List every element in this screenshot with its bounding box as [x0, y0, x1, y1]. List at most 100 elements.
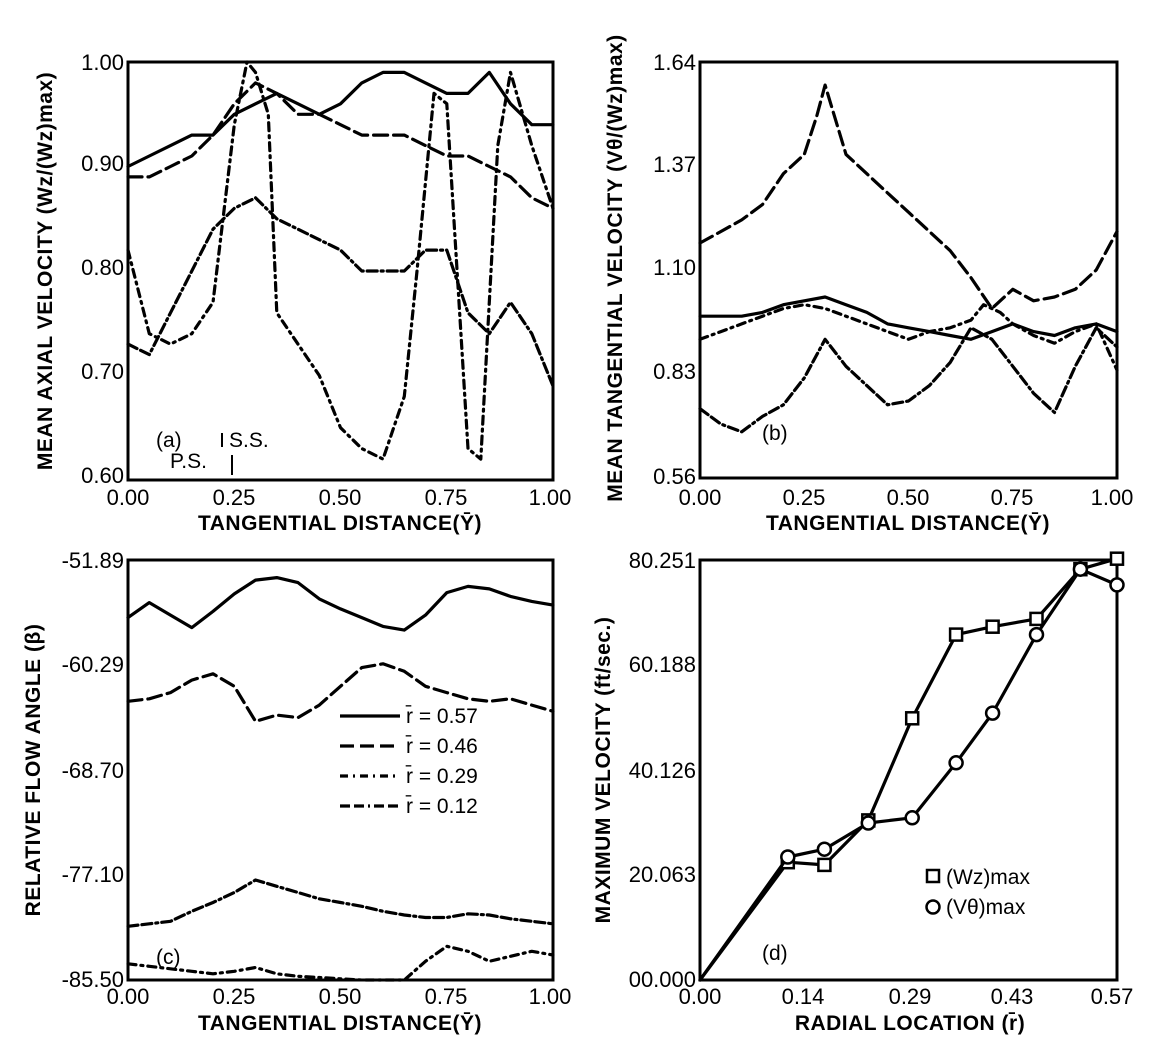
panel-d-xtick-label: 0.14	[782, 984, 825, 1009]
panel-d-xticks: 0.00 0.14 0.29 0.43 0.57	[679, 984, 1134, 1009]
panel-c-xticks: 0.00 0.25 0.50 0.75 1.00	[107, 984, 572, 1009]
panel-d-data-point-square	[1109, 551, 1125, 566]
panel-a-ps-label: P.S.	[170, 450, 207, 473]
panel-d-ylabel: MAXIMUM VELOCITY (ft/sec.)	[592, 617, 615, 924]
panel-d-data-point-circle	[948, 755, 964, 771]
panel-b-series-line-2	[698, 83, 1119, 311]
panel-a: 0.00 0.25 0.50 0.75 1.00 0.60 0.70 0.80 …	[34, 50, 571, 535]
panel-c-ytick-label: -77.10	[62, 862, 124, 887]
panel-b-ytick-label: 0.83	[653, 359, 696, 384]
panel-b-xtick-label: 0.00	[679, 485, 722, 510]
legend-circle-marker-icon	[925, 899, 941, 915]
panel-a-xtick-label: 0.50	[319, 485, 362, 510]
panel-b-xtick-label: 0.50	[887, 485, 930, 510]
panel-c-xtick-label: 0.25	[213, 984, 256, 1009]
panel-c-ytick-label: -68.70	[62, 758, 124, 783]
panel-a-xtick-label: 0.25	[213, 485, 256, 510]
panel-c-series-line-2	[126, 662, 555, 723]
panel-a-ytick-label: 0.90	[81, 151, 124, 176]
panel-d-data-point-circle	[780, 849, 796, 865]
panel-a-label: (a)	[156, 429, 182, 452]
panel-d-data-point-circle	[1109, 577, 1125, 593]
panel-a-ytick-label: 1.00	[81, 50, 124, 75]
legend-label-r012: r̄ = 0.12	[405, 794, 477, 818]
panel-d-data-point-square	[904, 711, 920, 726]
panel-b-ytick-label: 1.37	[653, 152, 696, 177]
panel-a-xlabel: TANGENTIAL DISTANCE(Ȳ)	[198, 512, 482, 535]
panel-d-legend: (Wz)max (Vθ)max	[925, 866, 1030, 919]
panel-b-series	[698, 83, 1119, 434]
panel-b-ytick-label: 1.10	[653, 255, 696, 280]
panel-b-plot-area	[698, 60, 1119, 480]
legend-label-r046: r̄ = 0.46	[405, 734, 477, 758]
panel-a-series-line-1	[126, 70, 555, 169]
legend-label-wz-max: (Wz)max	[946, 866, 1030, 889]
panel-d-series	[698, 551, 1125, 982]
panel-d-data-point-circle	[860, 815, 877, 831]
panel-d: 0.00 0.14 0.29 0.43 0.57 00.000 20.063 4…	[592, 548, 1133, 1035]
panel-d-xtick-label: 0.29	[889, 984, 932, 1009]
panel-b-series-line-3	[698, 303, 1119, 372]
panel-a-ylabel: MEAN AXIAL VELOCITY (Wz/(Wz)max)	[34, 72, 57, 470]
panel-a-series-line-4	[126, 196, 555, 388]
legend-label-vtheta-max: (Vθ)max	[946, 896, 1026, 919]
panel-d-data-point-circle	[816, 841, 833, 857]
panel-c: 0.00 0.25 0.50 0.75 1.00 -85.50 -77.10 -…	[22, 548, 571, 1035]
panel-d-data-point-square	[1029, 611, 1044, 627]
panel-d-ytick-label: 40.126	[629, 758, 696, 783]
legend-label-r029: r̄ = 0.29	[405, 764, 477, 788]
panel-a-ytick-label: 0.60	[81, 463, 124, 488]
panel-d-data-point-circle	[1028, 626, 1045, 643]
panel-a-xticks: 0.00 0.25 0.50 0.75 1.00	[107, 485, 572, 510]
panel-c-xtick-label: 0.75	[425, 984, 468, 1009]
panel-d-series-line-2	[698, 567, 1119, 982]
panel-a-xtick-label: 1.00	[529, 485, 572, 510]
panel-c-series-line-4	[126, 878, 555, 928]
panel-d-xlabel: RADIAL LOCATION (r̄)	[795, 1012, 1025, 1035]
panel-a-yticks: 0.60 0.70 0.80 0.90 1.00	[81, 50, 124, 488]
panel-a-series	[126, 60, 555, 461]
panel-d-data-point-circle	[904, 810, 920, 826]
panel-d-data-point-circle	[1072, 561, 1089, 577]
panel-c-xtick-label: 1.00	[529, 984, 572, 1009]
panel-b-xlabel: TANGENTIAL DISTANCE(Ȳ)	[766, 512, 1050, 535]
panel-d-ytick-label: 80.251	[629, 548, 696, 573]
panel-c-xtick-label: 0.00	[107, 984, 150, 1009]
legend-square-marker-icon	[925, 868, 941, 884]
panel-c-series-line-1	[126, 575, 555, 632]
panel-b-yticks: 0.56 0.83 1.10 1.37 1.64	[653, 50, 696, 489]
panel-c-xlabel: TANGENTIAL DISTANCE(Ȳ)	[198, 1012, 482, 1035]
panel-c-ytick-label: -85.50	[62, 967, 124, 992]
panel-d-xtick-label: 0.57	[1091, 984, 1134, 1009]
legend-label-r057: r̄ = 0.57	[405, 704, 477, 728]
panel-a-ytick-label: 0.80	[81, 255, 124, 280]
panel-d-data-point-square	[948, 627, 964, 642]
panel-a-xtick-label: 0.00	[107, 485, 150, 510]
panel-c-yticks: -85.50 -77.10 -68.70 -60.29 -51.89	[62, 548, 124, 992]
panel-d-series-line-1	[698, 557, 1119, 982]
panel-a-series-line-3	[126, 60, 555, 461]
panel-d-label: (d)	[762, 942, 788, 965]
panel-d-yticks: 00.000 20.063 40.126 60.188 80.251	[629, 548, 696, 992]
panel-b-xtick-label: 0.25	[783, 485, 826, 510]
panel-b-series-line-4	[698, 326, 1119, 434]
panel-b-xtick-label: 1.00	[1091, 485, 1134, 510]
panel-b-series-line-1	[698, 295, 1119, 341]
panel-c-ylabel: RELATIVE FLOW ANGLE (β)	[22, 624, 45, 917]
panel-c-label: (c)	[156, 946, 181, 969]
panel-b: 0.00 0.25 0.50 0.75 1.00 0.56 0.83 1.10 …	[604, 34, 1133, 535]
panel-c-legend: r̄ = 0.57 r̄ = 0.46 r̄ = 0.29 r̄ = 0.12	[340, 704, 478, 818]
panel-d-plot-area	[698, 558, 1119, 982]
panel-c-xtick-label: 0.50	[319, 984, 362, 1009]
panel-a-xtick-label: 0.75	[425, 485, 468, 510]
panel-a-ss-label: S.S.	[229, 429, 269, 452]
panel-b-label: (b)	[762, 422, 788, 445]
panel-d-data-point-circle	[984, 705, 1001, 721]
panel-d-ytick-label: 60.188	[629, 652, 696, 677]
panel-c-ytick-label: -60.29	[62, 652, 124, 677]
panel-d-ytick-label: 00.000	[629, 967, 696, 992]
panel-c-series-line-3	[126, 944, 555, 982]
panel-d-xtick-label: 0.00	[679, 984, 722, 1009]
panel-a-ytick-label: 0.70	[81, 359, 124, 384]
